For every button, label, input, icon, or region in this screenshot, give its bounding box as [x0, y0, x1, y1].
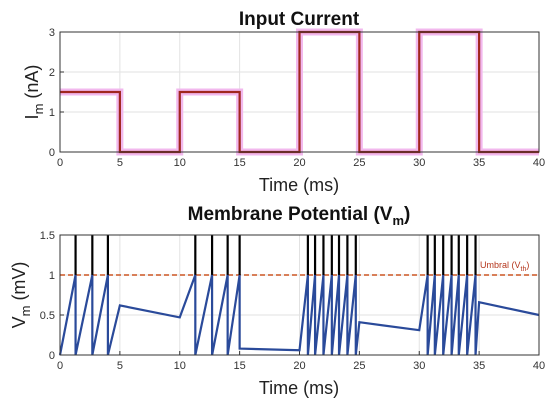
chart-title: Input Current — [239, 9, 360, 30]
y-axis-label: Im (nA) — [22, 65, 46, 120]
x-tick-label: 0 — [57, 157, 63, 169]
axes-box — [59, 31, 540, 153]
y-tick-label: 1 — [49, 107, 55, 119]
y-tick-label: 2 — [49, 67, 55, 79]
x-tick-label: 5 — [117, 157, 123, 169]
x-tick-label: 40 — [533, 360, 545, 372]
x-tick-label: 40 — [533, 157, 545, 169]
x-tick-label: 20 — [293, 360, 305, 372]
tick-labels: 0 5 10 15 20 25 30 35 40 0 1 2 3 — [49, 27, 545, 169]
input-current-chart: Input Current 0 5 10 15 20 25 30 35 40 0 1 2 3 Time … — [22, 9, 545, 195]
x-axis-label: Time (ms) — [259, 378, 339, 398]
x-tick-label: 35 — [473, 360, 485, 372]
plot-area — [60, 28, 539, 156]
plot-area — [58, 235, 540, 356]
y-tick-label: 0 — [49, 350, 55, 362]
y-tick-label: 0 — [49, 147, 55, 159]
membrane-potential-chart: Membrane Potential (Vm) 0 5 10 15 20 25 30 35 40… — [9, 204, 545, 398]
tick-labels: 0 5 10 15 20 25 30 35 40 0 0.5 1 1.5 — [40, 230, 545, 372]
x-tick-label: 25 — [353, 360, 365, 372]
x-tick-label: 15 — [234, 157, 246, 169]
x-tick-label: 5 — [117, 360, 123, 372]
y-tick-label: 0.5 — [40, 310, 55, 322]
threshold-label: Umbral (Vth) — [480, 260, 529, 273]
x-tick-label: 30 — [413, 157, 425, 169]
y-tick-label: 1.5 — [40, 230, 55, 242]
chart-title: Membrane Potential (Vm) — [188, 204, 411, 228]
x-tick-label: 30 — [413, 360, 425, 372]
axes-box — [59, 234, 540, 356]
x-tick-label: 10 — [174, 157, 186, 169]
y-tick-label: 1 — [49, 270, 55, 282]
x-tick-label: 0 — [57, 360, 63, 372]
x-tick-label: 15 — [234, 360, 246, 372]
x-tick-label: 10 — [174, 360, 186, 372]
x-axis-label: Time (ms) — [259, 175, 339, 195]
y-axis-label: Vm (mV) — [9, 262, 33, 329]
x-tick-label: 25 — [353, 157, 365, 169]
x-tick-label: 20 — [293, 157, 305, 169]
y-tick-label: 3 — [49, 27, 55, 39]
series-line — [60, 30, 539, 154]
series-line — [58, 274, 540, 356]
x-tick-label: 35 — [473, 157, 485, 169]
